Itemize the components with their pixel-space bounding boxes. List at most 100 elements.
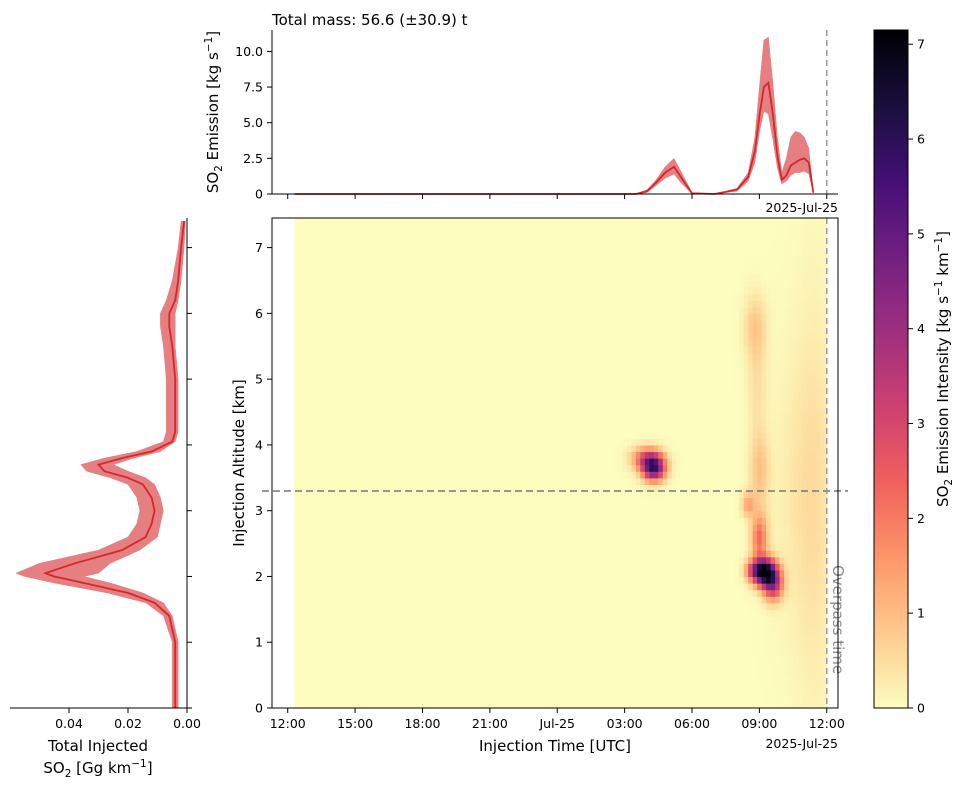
- heatmap-cell: [402, 287, 408, 295]
- heatmap-cell: [361, 385, 367, 393]
- heatmap-cell: [366, 293, 372, 301]
- heatmap-cell: [388, 510, 394, 518]
- heatmap-cell: [456, 563, 462, 571]
- heatmap-cell: [532, 510, 538, 518]
- heatmap-cell: [528, 484, 534, 492]
- heatmap-cell: [357, 504, 363, 512]
- heatmap-cell: [420, 300, 426, 308]
- heatmap-cell: [348, 583, 354, 591]
- heatmap-cell: [294, 655, 300, 663]
- heatmap-cell: [357, 563, 363, 571]
- heatmap-cell: [424, 273, 430, 282]
- heatmap-cell: [361, 221, 367, 229]
- heatmap-cell: [384, 543, 390, 551]
- heatmap-cell: [541, 543, 547, 551]
- heatmap-cell: [514, 365, 520, 374]
- heatmap-cell: [348, 267, 354, 275]
- heatmap-cell: [420, 484, 426, 492]
- heatmap-cell: [379, 379, 385, 387]
- heatmap-cell: [559, 556, 565, 564]
- heatmap-cell: [357, 267, 363, 275]
- heatmap-cell: [447, 622, 453, 630]
- heatmap-cell: [366, 629, 372, 637]
- heatmap-cell: [501, 227, 507, 236]
- heatmap-cell: [559, 405, 565, 413]
- heatmap-cell: [528, 365, 534, 374]
- heatmap-cell: [334, 458, 340, 466]
- heatmap-cell: [528, 464, 534, 472]
- heatmap-cell: [586, 629, 592, 637]
- heatmap-cell: [411, 431, 417, 439]
- heatmap-cell: [366, 438, 372, 446]
- heatmap-cell: [483, 583, 489, 591]
- heatmap-cell: [321, 365, 327, 374]
- heatmap-cell: [334, 530, 340, 538]
- heatmap-cell: [343, 293, 349, 301]
- heatmap-cell: [307, 273, 314, 282]
- heatmap-cell: [555, 431, 561, 439]
- heatmap-cell: [487, 425, 493, 433]
- heatmap-cell: [465, 583, 471, 591]
- heatmap-cell: [456, 306, 462, 314]
- heatmap-cell: [577, 569, 583, 578]
- heatmap-cell: [366, 635, 372, 643]
- heatmap-cell: [357, 569, 363, 578]
- heatmap-cell: [294, 550, 300, 558]
- heatmap-cell: [384, 681, 390, 689]
- heatmap-cell: [519, 629, 525, 637]
- heatmap-cell: [325, 642, 331, 650]
- heatmap-cell: [388, 379, 394, 387]
- heatmap-cell: [555, 326, 561, 334]
- heatmap-cell: [393, 234, 399, 242]
- heatmap-cell: [420, 648, 426, 656]
- heatmap-cell: [514, 648, 520, 656]
- heatmap-cell: [442, 655, 448, 663]
- heatmap-cell: [519, 221, 525, 229]
- heatmap-cell: [519, 648, 525, 656]
- heatmap-cell: [447, 359, 453, 367]
- heatmap-cell: [546, 569, 552, 578]
- heatmap-cell: [456, 438, 462, 446]
- heatmap-cell: [438, 629, 444, 637]
- heatmap-cell: [546, 517, 552, 525]
- heatmap-cell: [456, 596, 462, 604]
- heatmap-cell: [555, 661, 561, 670]
- heatmap-cell: [563, 642, 570, 650]
- heatmap-cell: [330, 451, 336, 459]
- heatmap-cell: [343, 221, 349, 229]
- heatmap-cell: [563, 471, 570, 479]
- heatmap-cell: [334, 227, 340, 236]
- heatmap-cell: [375, 254, 381, 262]
- heatmap-cell: [568, 280, 574, 288]
- heatmap-cell: [442, 602, 448, 610]
- heatmap-cell: [415, 701, 421, 709]
- heatmap-cell: [406, 694, 412, 703]
- heatmap-cell: [321, 629, 327, 637]
- heatmap-cell: [303, 688, 309, 696]
- heatmap-cell: [514, 622, 520, 630]
- heatmap-cell: [501, 234, 507, 242]
- heatmap-cell: [415, 589, 421, 597]
- heatmap-cell: [492, 352, 498, 361]
- heatmap-cell: [375, 365, 381, 374]
- heatmap-cell: [487, 444, 493, 453]
- heatmap-cell: [411, 556, 417, 564]
- heatmap-cell: [393, 688, 399, 696]
- heatmap-cell: [568, 267, 574, 275]
- heatmap-cell: [541, 333, 547, 341]
- heatmap-cell: [397, 569, 403, 578]
- heatmap-cell: [375, 589, 381, 597]
- heatmap-cell: [294, 306, 300, 314]
- heatmap-cell: [541, 385, 547, 393]
- heatmap-cell: [312, 372, 318, 380]
- heatmap-cell: [537, 372, 543, 380]
- heatmap-cell: [348, 333, 354, 341]
- heatmap-cell: [581, 293, 588, 301]
- heatmap-cell: [316, 464, 323, 472]
- heatmap-cell: [447, 517, 453, 525]
- heatmap-cell: [572, 300, 579, 308]
- heatmap-cell: [352, 609, 358, 617]
- heatmap-cell: [501, 504, 507, 512]
- heatmap-cell: [456, 451, 462, 459]
- heatmap-cell: [447, 642, 453, 650]
